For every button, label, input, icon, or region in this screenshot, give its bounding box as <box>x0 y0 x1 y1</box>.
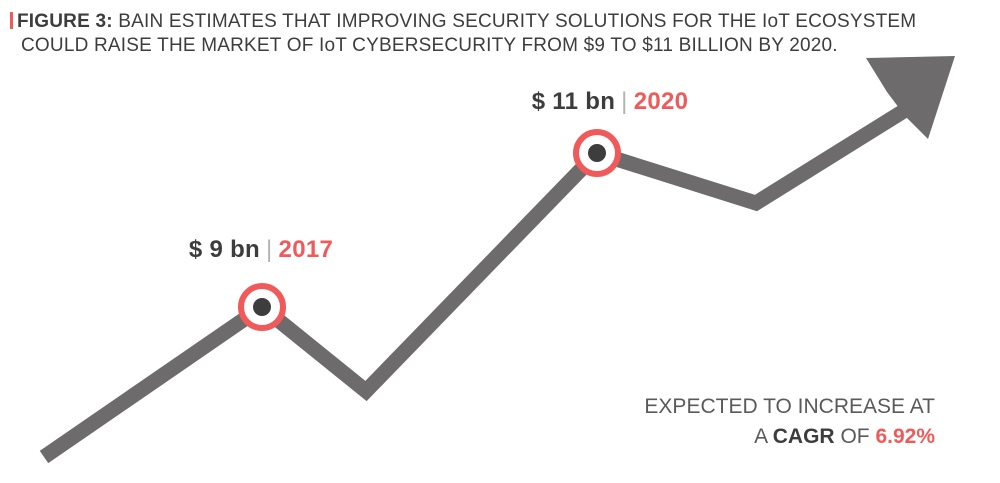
cagr-note-line2: A CAGR OF 6.92% <box>644 422 935 452</box>
header-accent-bar <box>10 12 13 29</box>
point-label-2020: $ 11 bn | 2020 <box>532 88 689 116</box>
figure-label: FIGURE 3: <box>17 11 113 32</box>
trend-line <box>39 97 919 464</box>
point-separator: | <box>621 88 628 115</box>
data-point-2020 <box>573 129 621 177</box>
point-separator: | <box>266 236 273 263</box>
point-marker-dot <box>588 144 606 162</box>
cagr-note-mid: OF <box>834 425 876 448</box>
cagr-label: CAGR <box>772 425 835 448</box>
cagr-note-prefix: A <box>754 425 773 448</box>
data-point-2017 <box>238 283 286 331</box>
cagr-note-line1: EXPECTED TO INCREASE AT <box>644 395 935 418</box>
trend-arrowhead <box>866 56 955 139</box>
point-marker-dot <box>253 298 271 316</box>
point-year: 2020 <box>633 88 689 115</box>
cagr-note: EXPECTED TO INCREASE AT A CAGR OF 6.92% <box>644 392 935 452</box>
cagr-value: 6.92% <box>875 425 935 448</box>
figure-title-line1: BAIN ESTIMATES THAT IMPROVING SECURITY S… <box>118 11 917 32</box>
point-value: $ 11 bn <box>531 88 616 115</box>
point-year: 2017 <box>278 236 334 263</box>
figure-header: FIGURE 3: BAIN ESTIMATES THAT IMPROVING … <box>10 10 940 58</box>
data-points <box>238 129 621 331</box>
point-value: $ 9 bn <box>188 236 261 263</box>
figure-title-line2: COULD RAISE THE MARKET OF IoT CYBERSECUR… <box>21 35 838 56</box>
point-label-2017: $ 9 bn | 2017 <box>189 236 333 264</box>
